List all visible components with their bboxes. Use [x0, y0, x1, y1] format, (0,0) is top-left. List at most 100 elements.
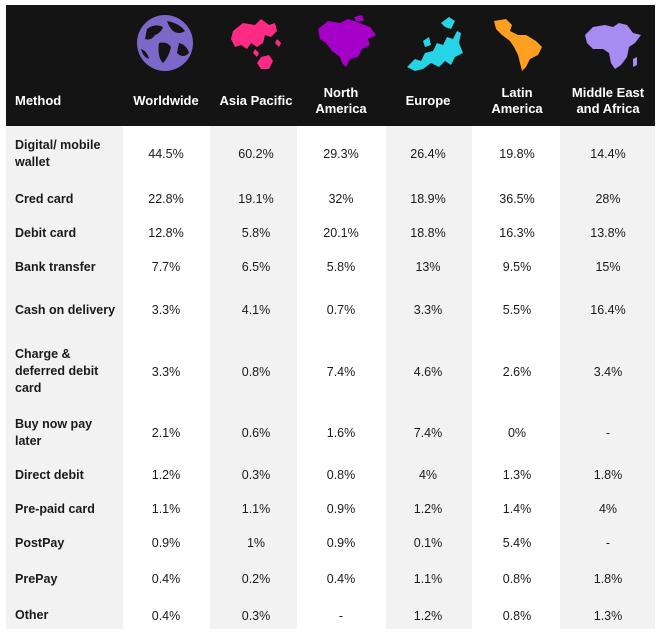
table-row: Pre-paid card 1.1% 1.1% 0.9% 1.2% 1.4% 4%	[6, 492, 655, 526]
value-cell-north-america: 5.8%	[326, 260, 356, 274]
value-cell-north-america: 20.1%	[323, 226, 359, 240]
value-cell-worldwide: 44.5%	[148, 147, 184, 161]
table-row: PostPay 0.9% 1% 0.9% 0.1% 5.4% -	[6, 526, 655, 560]
value-cell-north-america: 1.6%	[326, 425, 356, 440]
value-cell-middle-east-africa: 16.4%	[590, 303, 626, 317]
value-cell-north-america: 0.9%	[326, 536, 356, 550]
value-cell-europe: 13%	[415, 260, 441, 274]
asia-pacific-map-icon	[231, 19, 281, 69]
value-cell-worldwide: 0.4%	[151, 572, 181, 586]
value-cell-middle-east-africa: -	[605, 536, 611, 550]
method-cell: Pre-paid card	[15, 501, 95, 516]
value-cell-latin-america: 1.4%	[502, 502, 532, 516]
value-cell-middle-east-africa: -	[605, 425, 611, 440]
value-cell-middle-east-africa: 14.4%	[590, 147, 626, 161]
value-cell-middle-east-africa: 3.4%	[593, 364, 623, 379]
value-cell-worldwide: 2.1%	[151, 425, 181, 440]
value-cell-worldwide: 7.7%	[151, 260, 181, 274]
column-header-worldwide: Worldwide	[133, 92, 199, 108]
value-cell-latin-america: 19.8%	[499, 147, 535, 161]
column-header-north-america: North America	[315, 84, 367, 116]
globe-icon	[137, 15, 193, 71]
value-cell-europe: 26.4%	[410, 147, 446, 161]
value-cell-asia-pacific: 1.1%	[241, 502, 271, 516]
value-cell-worldwide: 1.1%	[151, 502, 181, 516]
value-cell-asia-pacific: 0.3%	[241, 468, 271, 482]
value-cell-europe: 1.2%	[413, 608, 443, 623]
table-row: Cred card 22.8% 19.1% 32% 18.9% 36.5% 28%	[6, 182, 655, 216]
europe-column-bg	[386, 126, 472, 629]
column-header-europe: Europe	[405, 92, 451, 108]
method-cell: PrePay	[15, 571, 58, 586]
method-cell: Bank transfer	[15, 259, 96, 274]
method-cell: PostPay	[15, 535, 65, 550]
method-cell: Digital/ mobile wallet	[15, 138, 101, 169]
value-cell-middle-east-africa: 28%	[595, 192, 621, 206]
table-row: Cash on delivery 3.3% 4.1% 0.7% 3.3% 5.5% 16.4…	[6, 284, 655, 336]
europe-map-icon	[407, 17, 463, 71]
table-row: Direct debit 1.2% 0.3% 0.8% 4% 1.3% 1.8%	[6, 458, 655, 492]
payment-methods-table: Method Worldwide Asia Pacific North Amer…	[6, 5, 655, 629]
value-cell-asia-pacific: 6.5%	[241, 260, 271, 274]
table-header: Method Worldwide Asia Pacific North Amer…	[6, 5, 655, 126]
column-header-asia-pacific: Asia Pacific	[219, 92, 293, 108]
value-cell-middle-east-africa: 1.3%	[593, 608, 623, 623]
north-america-map-icon	[318, 15, 376, 67]
value-cell-middle-east-africa: 13.8%	[590, 226, 626, 240]
column-header-latin-america: Latin America	[491, 84, 543, 116]
value-cell-north-america: 7.4%	[326, 364, 356, 379]
column-header-middle-east-africa: Middle East and Africa	[571, 84, 645, 116]
value-cell-middle-east-africa: 1.8%	[593, 572, 623, 586]
header-row: Method Worldwide Asia Pacific North Amer…	[6, 75, 655, 126]
value-cell-worldwide: 1.2%	[151, 468, 181, 482]
value-cell-north-america: 0.4%	[326, 572, 356, 586]
value-cell-latin-america: 36.5%	[499, 192, 535, 206]
value-cell-north-america: 29.3%	[323, 147, 359, 161]
table-row: Bank transfer 7.7% 6.5% 5.8% 13% 9.5% 15%	[6, 250, 655, 284]
table-row: Buy now pay later 2.1% 0.6% 1.6% 7.4% 0% -	[6, 407, 655, 458]
value-cell-europe: 4%	[418, 468, 438, 482]
value-cell-asia-pacific: 60.2%	[238, 147, 274, 161]
value-cell-asia-pacific: 4.1%	[241, 303, 271, 317]
value-cell-worldwide: 12.8%	[148, 226, 184, 240]
latin-america-map-icon	[494, 19, 542, 71]
method-column-bg	[6, 126, 123, 629]
method-cell: Other	[15, 608, 49, 622]
table-row: Other 0.4% 0.3% - 1.2% 0.8% 1.3%	[6, 598, 655, 633]
value-cell-europe: 1.1%	[413, 572, 443, 586]
table-row: PrePay 0.4% 0.2% 0.4% 1.1% 0.8% 1.8%	[6, 560, 655, 598]
value-cell-latin-america: 16.3%	[499, 226, 535, 240]
value-cell-asia-pacific: 0.2%	[241, 572, 271, 586]
value-cell-europe: 18.9%	[410, 192, 446, 206]
value-cell-asia-pacific: 5.8%	[241, 226, 271, 240]
value-cell-latin-america: 2.6%	[502, 364, 532, 379]
value-cell-asia-pacific: 1%	[246, 536, 266, 550]
value-cell-worldwide: 3.3%	[151, 364, 181, 379]
table-row: Charge & deferred debit card 3.3% 0.8% 7.4%…	[6, 336, 655, 407]
value-cell-europe: 3.3%	[413, 303, 443, 317]
value-cell-north-america: 0.9%	[326, 502, 356, 516]
method-cell: Buy now pay later	[15, 416, 93, 448]
value-cell-asia-pacific: 0.6%	[241, 425, 271, 440]
value-cell-europe: 4.6%	[413, 364, 443, 379]
value-cell-latin-america: 9.5%	[502, 260, 532, 274]
value-cell-asia-pacific: 0.3%	[241, 608, 271, 623]
method-cell: Charge & deferred debit card	[15, 347, 99, 395]
africa-map-icon	[585, 23, 641, 69]
value-cell-europe: 1.2%	[413, 502, 443, 516]
value-cell-latin-america: 0.8%	[502, 608, 532, 623]
value-cell-latin-america: 5.5%	[502, 303, 532, 317]
table-row: Debit card 12.8% 5.8% 20.1% 18.8% 16.3% 13.8%	[6, 216, 655, 250]
value-cell-middle-east-africa: 1.8%	[593, 468, 623, 482]
value-cell-north-america: 0.7%	[326, 303, 356, 317]
method-cell: Debit card	[15, 225, 77, 240]
value-cell-worldwide: 0.9%	[151, 536, 181, 550]
value-cell-asia-pacific: 0.8%	[241, 364, 271, 379]
value-cell-latin-america: 1.3%	[502, 468, 532, 482]
value-cell-latin-america: 5.4%	[502, 536, 532, 550]
value-cell-europe: 7.4%	[413, 425, 443, 440]
value-cell-asia-pacific: 19.1%	[238, 192, 274, 206]
value-cell-worldwide: 3.3%	[151, 303, 181, 317]
value-cell-worldwide: 22.8%	[148, 192, 184, 206]
value-cell-latin-america: 0%	[507, 425, 527, 440]
